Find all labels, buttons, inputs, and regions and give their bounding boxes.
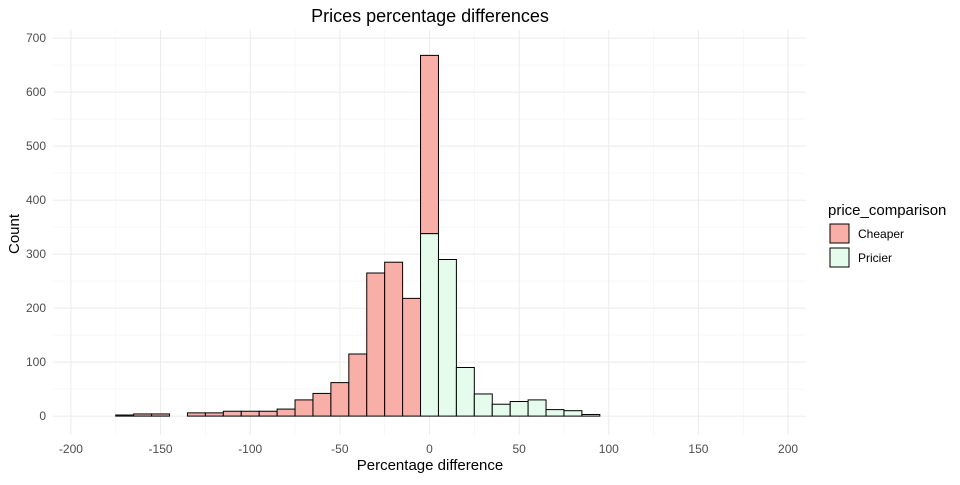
bar-cheaper: [186, 412, 206, 417]
bar-pricier: [545, 409, 565, 417]
bar-cheaper: [151, 413, 171, 417]
bar-cheaper: [222, 410, 242, 417]
x-tick-label: 100: [599, 442, 619, 456]
bar-pricier: [420, 233, 439, 417]
bar-pricier: [437, 259, 457, 417]
x-axis-title: Percentage difference: [357, 457, 504, 474]
bar-cheaper: [240, 410, 260, 417]
x-tick-label: -50: [331, 442, 349, 456]
bar-pricier: [491, 403, 511, 417]
y-tick-label: 500: [26, 139, 46, 153]
y-tick-label: 100: [26, 355, 46, 369]
x-tick-label: 200: [778, 442, 798, 456]
bar-pricier: [455, 367, 475, 417]
x-tick-label: 150: [688, 442, 708, 456]
chart-title: Prices percentage differences: [311, 6, 549, 26]
y-tick-label: 400: [26, 193, 46, 207]
y-tick-label: 200: [26, 301, 46, 315]
bar-cheaper: [204, 412, 224, 417]
bar-cheaper: [312, 392, 332, 417]
legend-key-pricier: [829, 247, 850, 268]
bar-pricier: [563, 410, 583, 417]
y-axis-title: Count: [6, 213, 23, 254]
bars: [115, 54, 601, 417]
bar-cheaper: [258, 410, 278, 417]
legend: price_comparison Cheaper Pricier: [828, 202, 946, 268]
bar-cheaper: [366, 272, 386, 417]
bar-cheaper: [115, 414, 135, 417]
bar-cheaper: [294, 399, 314, 417]
bar-cheaper: [133, 413, 153, 417]
bar-cheaper: [420, 54, 439, 235]
y-tick-label: 700: [26, 31, 46, 45]
bar-pricier: [527, 399, 547, 417]
x-tick-label: -100: [238, 442, 262, 456]
x-tick-label: 0: [426, 442, 433, 456]
y-tick-label: 300: [26, 247, 46, 261]
legend-label-cheaper: Cheaper: [858, 227, 904, 241]
y-tick-label: 600: [26, 85, 46, 99]
bar-pricier: [581, 413, 601, 417]
legend-label-pricier: Pricier: [858, 251, 892, 265]
bar-cheaper: [330, 382, 350, 417]
y-tick-label: 0: [39, 409, 46, 423]
bar-cheaper: [384, 261, 404, 417]
y-axis-ticks: 0 100 200 300 400 500 600 700: [26, 31, 46, 423]
bar-cheaper: [276, 408, 296, 417]
bar-cheaper: [348, 353, 368, 417]
x-tick-label: -150: [149, 442, 173, 456]
bar-pricier: [473, 393, 493, 417]
legend-key-cheaper: [829, 223, 850, 244]
bar-cheaper: [402, 297, 422, 417]
x-tick-label: -200: [59, 442, 83, 456]
bar-pricier: [509, 401, 529, 417]
legend-title: price_comparison: [828, 202, 946, 219]
x-axis-ticks: -200 -150 -100 -50 0 50 100 150 200: [59, 442, 798, 456]
x-tick-label: 50: [512, 442, 526, 456]
